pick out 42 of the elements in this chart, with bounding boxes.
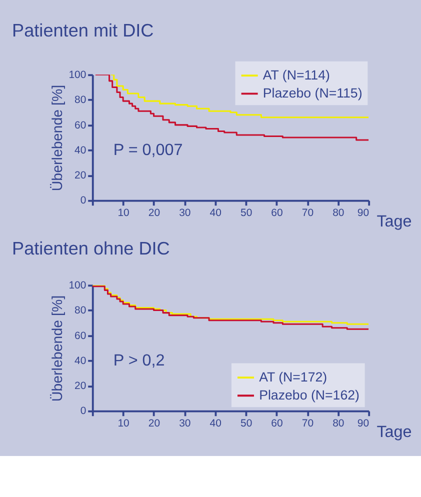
x-tick-label: 70 bbox=[302, 208, 314, 220]
chart-title: Patienten mit DIC bbox=[12, 20, 154, 41]
annotation: P = 0,007 bbox=[113, 140, 183, 159]
x-tick-label: 90 bbox=[357, 208, 370, 220]
x-tick-label: 30 bbox=[179, 418, 191, 430]
x-axis-title: Tage bbox=[376, 423, 412, 442]
y-axis-title: Überlebende [%] bbox=[50, 295, 66, 402]
annotation: P > 0,2 bbox=[113, 351, 165, 370]
legend-label: Plazebo (N=162) bbox=[259, 387, 360, 402]
y-tick-label: 100 bbox=[68, 280, 86, 292]
x-tick-label: 10 bbox=[118, 208, 130, 220]
x-tick-label: 50 bbox=[240, 208, 252, 220]
x-tick-label: 50 bbox=[240, 418, 252, 430]
x-tick-label: 40 bbox=[210, 418, 222, 430]
x-tick-label: 90 bbox=[357, 418, 370, 430]
x-tick-label: 60 bbox=[271, 418, 284, 430]
x-tick-label: 80 bbox=[332, 208, 344, 220]
x-axis-title: Tage bbox=[376, 212, 412, 231]
y-tick-label: 0 bbox=[80, 406, 86, 418]
x-tick-label: 20 bbox=[148, 418, 160, 430]
x-tick-label: 60 bbox=[271, 208, 284, 220]
x-tick-label: 40 bbox=[210, 208, 222, 220]
y-tick-label: 20 bbox=[74, 170, 86, 182]
y-axis-title: Überlebende [%] bbox=[50, 84, 66, 192]
y-tick-label: 60 bbox=[74, 330, 86, 342]
y-tick-label: 60 bbox=[74, 120, 86, 132]
y-tick-label: 20 bbox=[74, 381, 86, 392]
x-tick-label: 10 bbox=[118, 418, 130, 430]
legend-label: AT (N=114) bbox=[262, 67, 330, 82]
y-tick-label: 100 bbox=[68, 70, 86, 81]
chart-title: Patienten ohne DIC bbox=[12, 238, 170, 259]
legend-label: Plazebo (N=115) bbox=[262, 86, 362, 101]
legend-label: AT (N=172) bbox=[259, 369, 328, 384]
x-tick-label: 20 bbox=[148, 208, 160, 220]
y-tick-label: 80 bbox=[74, 306, 86, 317]
y-tick-label: 80 bbox=[74, 95, 86, 106]
y-tick-label: 40 bbox=[74, 145, 86, 156]
x-tick-label: 80 bbox=[332, 418, 344, 430]
y-tick-label: 40 bbox=[74, 356, 86, 367]
x-tick-label: 70 bbox=[302, 418, 314, 430]
x-tick-label: 30 bbox=[179, 208, 191, 220]
y-tick-label: 0 bbox=[80, 196, 86, 207]
